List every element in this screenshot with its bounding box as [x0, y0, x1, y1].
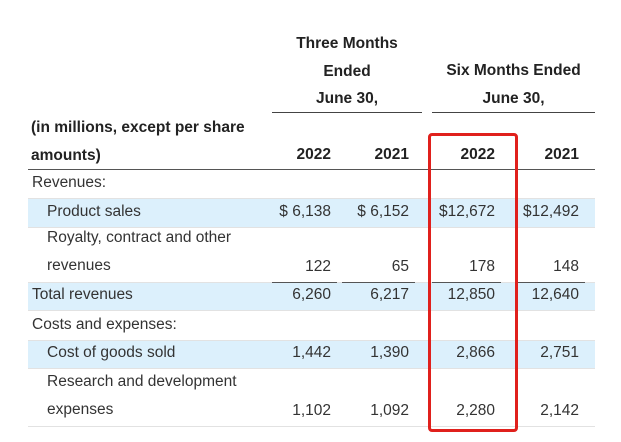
cell-value: 148: [553, 258, 579, 275]
row-label: revenues: [47, 257, 111, 274]
year-header: 2021: [544, 146, 579, 163]
total-rule: [342, 282, 415, 283]
cell-value: $ 6,152: [357, 203, 409, 220]
cell-value: 12,850: [447, 286, 495, 303]
row-label: Costs and expenses:: [32, 316, 177, 333]
row-rule: [28, 227, 595, 228]
cell-value: 6,217: [370, 286, 409, 303]
row-label: Product sales: [47, 203, 141, 220]
row-rule: [28, 340, 595, 341]
total-rule: [272, 282, 337, 283]
cell-value: 122: [305, 258, 331, 275]
header-rule: [432, 112, 595, 113]
cell-value: 1,390: [370, 344, 409, 361]
header-text: Ended: [323, 62, 371, 80]
cell-value: 2,142: [540, 402, 579, 419]
cell-value: $12,492: [522, 203, 579, 220]
header-rule: [272, 112, 422, 113]
row-rule: [28, 310, 595, 311]
year-header: 2021: [374, 146, 409, 163]
row-rule: [28, 426, 595, 427]
row-rule: [28, 198, 595, 199]
row-label: Royalty, contract and other: [47, 229, 232, 246]
row-rule: [28, 368, 595, 369]
row-shade: [28, 198, 595, 227]
cell-value: $12,672: [438, 203, 495, 220]
row-label: Research and development: [47, 373, 237, 390]
header-label: amounts): [31, 146, 101, 164]
year-header: 2022: [460, 146, 495, 163]
total-rule: [516, 282, 585, 283]
row-shade: [28, 282, 595, 310]
cell-value: 1,092: [370, 402, 409, 419]
row-label: Revenues:: [32, 174, 107, 191]
cell-value: 178: [469, 258, 495, 275]
header-text: June 30,: [315, 90, 379, 107]
cell-value: 12,640: [531, 286, 579, 303]
header-text: Three Months: [296, 35, 398, 52]
row-label: Cost of goods sold: [47, 344, 176, 361]
year-header: 2022: [296, 146, 331, 163]
header-rule: [28, 169, 595, 170]
total-rule: [432, 282, 501, 283]
cell-value: 1,102: [292, 402, 331, 419]
highlight-box: [428, 133, 518, 432]
cell-value: 65: [391, 258, 409, 275]
header-text: Six Months Ended: [446, 62, 581, 79]
header-label: (in millions, except per share: [31, 119, 245, 136]
cell-value: 1,442: [292, 344, 331, 361]
cell-value: $ 6,138: [279, 203, 331, 220]
cell-value: 6,260: [292, 286, 331, 303]
row-shade: [28, 340, 595, 368]
cell-value: 2,866: [456, 344, 495, 361]
cell-value: 2,280: [456, 402, 495, 419]
cell-value: 2,751: [540, 344, 579, 361]
row-label: expenses: [47, 401, 114, 418]
header-text: June 30,: [482, 89, 545, 107]
row-label: Total revenues: [32, 286, 133, 303]
